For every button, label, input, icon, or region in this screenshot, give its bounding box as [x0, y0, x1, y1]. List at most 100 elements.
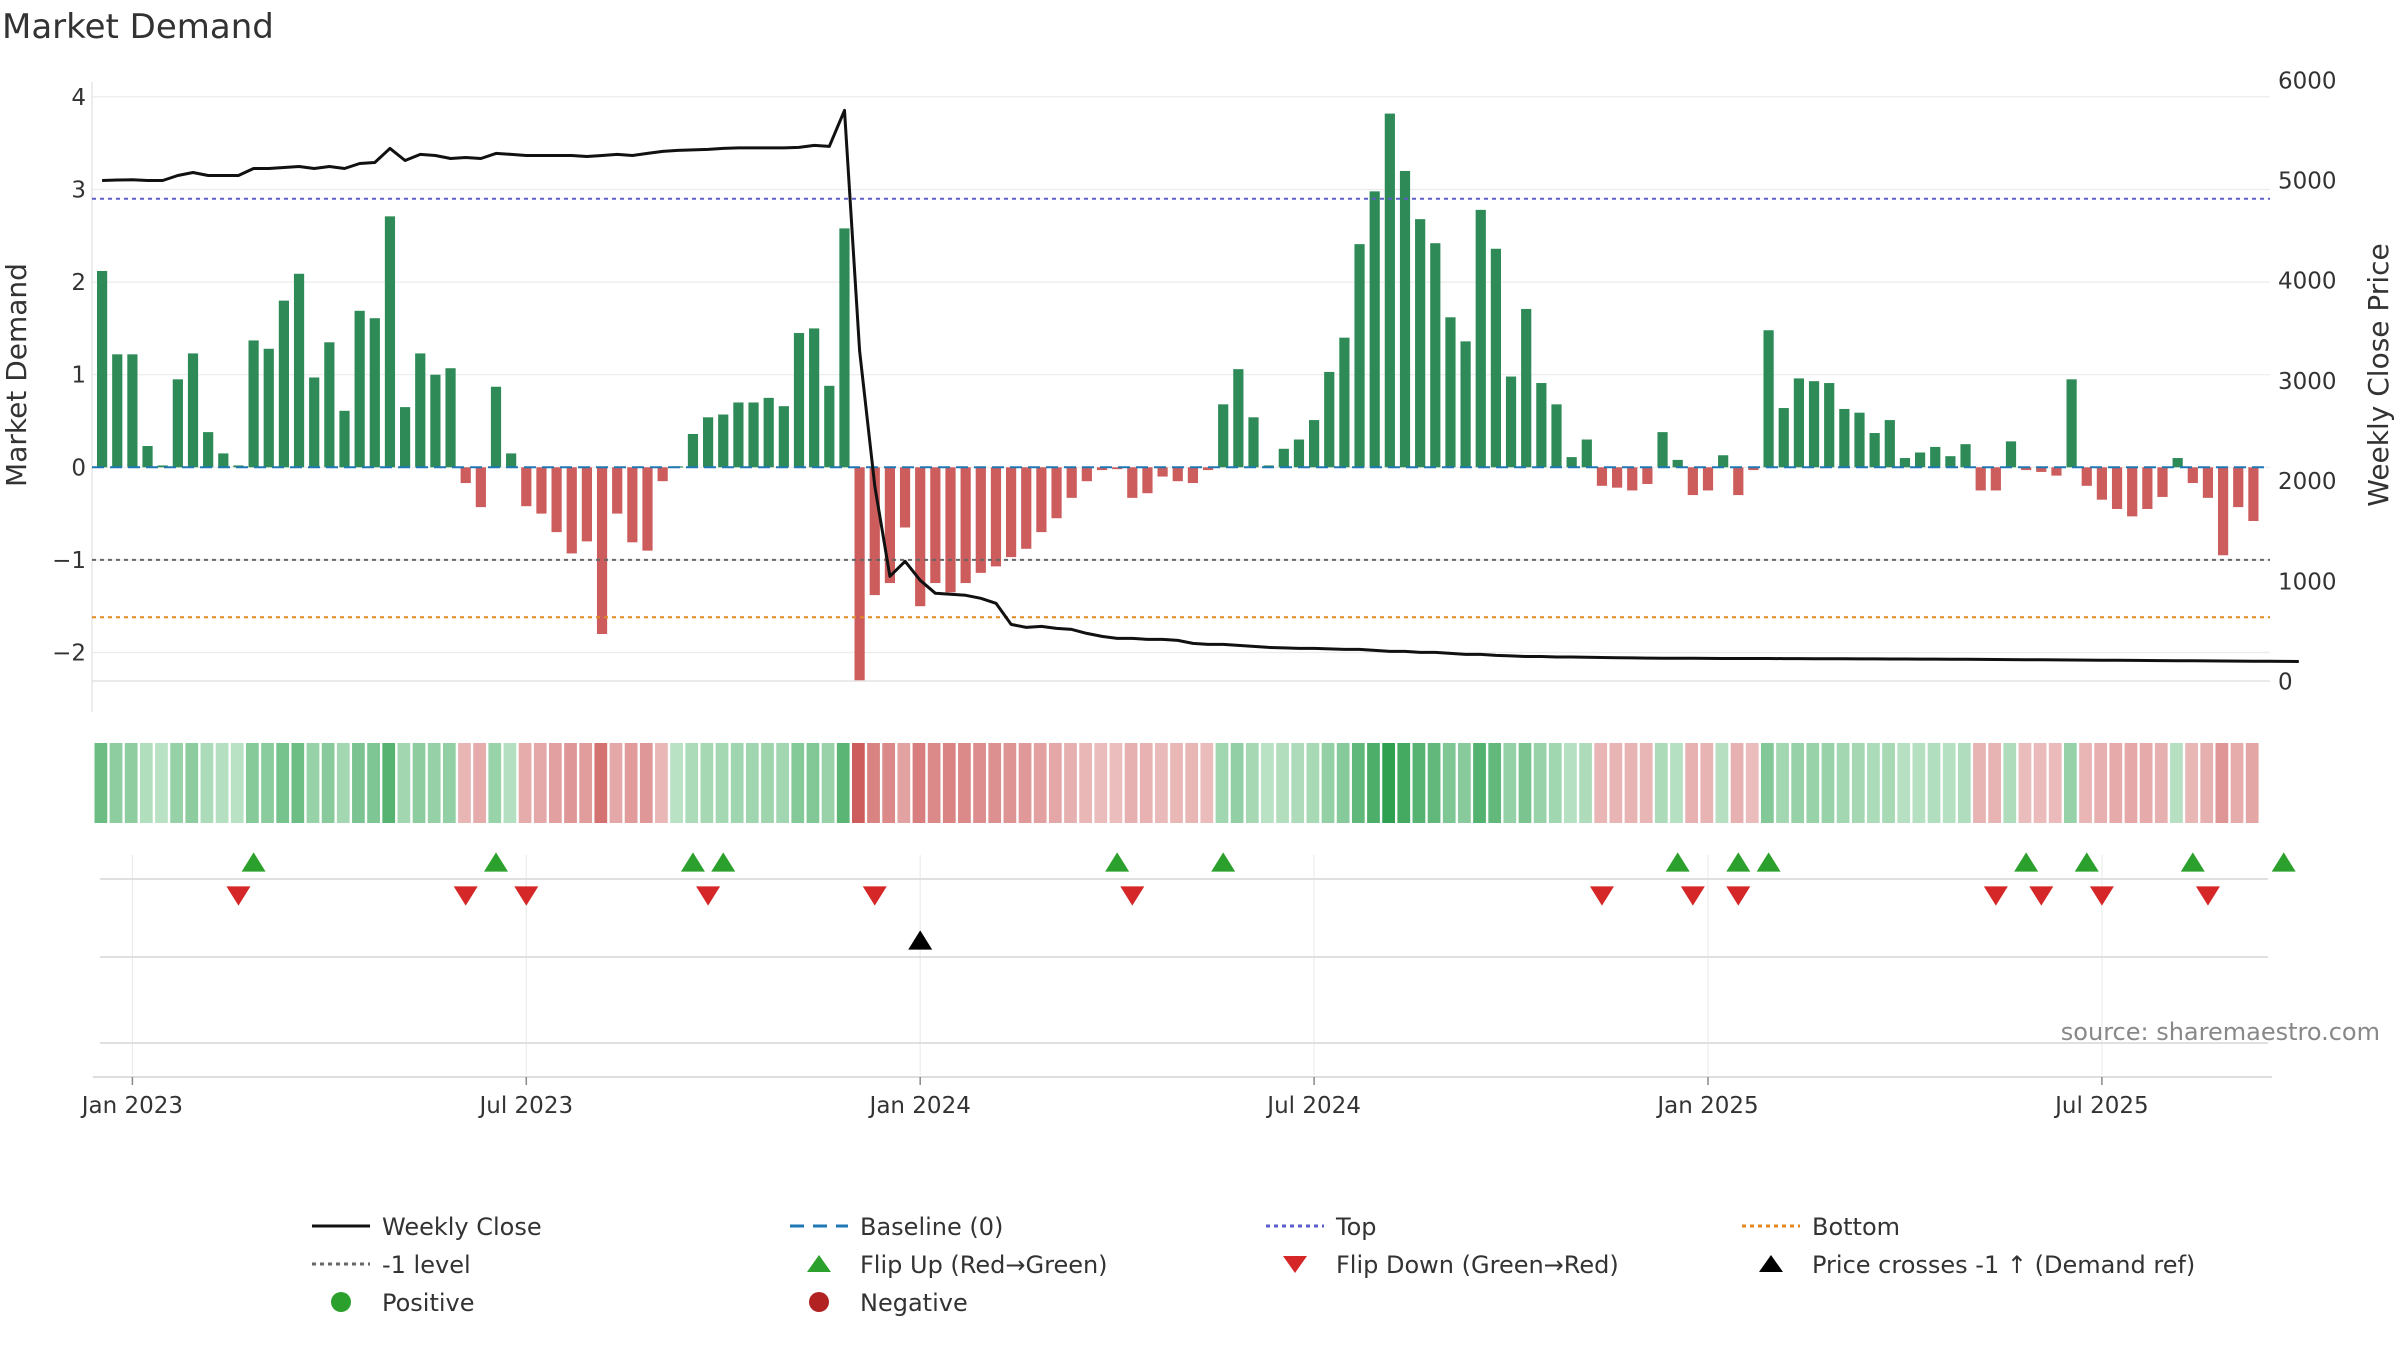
y-tick-right: 0	[2278, 670, 2293, 696]
demand-bar	[2021, 467, 2032, 471]
demand-bar	[1278, 448, 1289, 468]
heat-cell	[246, 743, 259, 823]
heat-cell	[170, 743, 183, 823]
heat-cell	[1064, 743, 1077, 823]
demand-bar	[309, 377, 320, 468]
y-tick-right: 4000	[2278, 269, 2337, 295]
demand-bar	[642, 467, 653, 551]
legend-symbol-cross	[1759, 1255, 1783, 1272]
demand-bar	[551, 467, 562, 533]
heat-cell	[1624, 743, 1638, 823]
heat-cell	[1185, 743, 1199, 823]
flip-down-marker	[226, 886, 251, 906]
heat-cell	[261, 743, 274, 823]
demand-bar	[172, 379, 183, 468]
flip-down-marker	[862, 886, 887, 906]
heat-cell	[367, 743, 380, 823]
heat-cell	[1109, 743, 1123, 823]
legend-cross	[1759, 1255, 1783, 1272]
demand-bar	[960, 467, 971, 584]
heat-cell	[1745, 743, 1759, 823]
heat-cell	[2048, 743, 2062, 823]
demand-bar	[596, 467, 608, 634]
heat-cell	[185, 743, 199, 823]
x-tick-label: Jul 2023	[477, 1093, 573, 1119]
heat-cell	[473, 743, 486, 823]
demand-bar	[1202, 467, 1214, 471]
legend-symbol-positive	[331, 1292, 351, 1312]
demand-bar	[2233, 467, 2244, 508]
heat-cell	[1139, 743, 1153, 823]
heat-cell	[1564, 743, 1577, 823]
legend-label-bottom: Bottom	[1812, 1213, 1900, 1241]
demand-bar	[1824, 383, 1835, 468]
legend-symbol-flip_up	[807, 1255, 831, 1272]
y-tick-right: 5000	[2278, 169, 2337, 195]
reference-lines	[92, 197, 2270, 619]
legend-symbol-negative	[809, 1292, 829, 1312]
demand-bar	[1218, 404, 1229, 468]
demand-bar	[990, 467, 1002, 567]
flip-down-marker	[514, 886, 539, 906]
demand-bar	[1172, 467, 1183, 482]
demand-bar	[1960, 444, 1971, 468]
demand-bar	[612, 467, 623, 514]
demand-bar	[2142, 467, 2153, 509]
demand-bar	[778, 406, 789, 468]
heat-cell	[1579, 743, 1592, 823]
heat-cell	[2245, 743, 2259, 823]
y-tick-right: 1000	[2278, 569, 2337, 595]
demand-bar	[1808, 381, 1820, 468]
heat-cell	[1988, 743, 2001, 823]
demand-bar	[2036, 467, 2047, 472]
flip-up-marker	[1756, 852, 1781, 872]
demand-bar	[400, 407, 411, 468]
heat-cell	[927, 743, 941, 823]
demand-bar	[1354, 244, 1365, 468]
flip-down-marker	[1983, 886, 2008, 906]
demand-bar	[1415, 219, 1426, 468]
legend-label-top: Top	[1335, 1213, 1377, 1241]
heat-cell	[139, 743, 153, 823]
demand-bar	[763, 397, 774, 468]
heat-cell	[1973, 743, 1986, 823]
heat-cell	[1942, 743, 1956, 823]
demand-bar	[203, 432, 214, 468]
heat-cell	[1882, 743, 1895, 823]
heat-cell	[1094, 743, 1108, 823]
legend: Weekly Close Baseline (0) Top Bottom -1 leve…	[312, 1213, 2195, 1317]
flip-down-marker	[1726, 886, 1751, 906]
demand-bars	[97, 113, 2259, 681]
demand-bar	[1066, 467, 1077, 498]
demand-bar	[1505, 376, 1517, 468]
heat-cell	[897, 743, 911, 823]
x-tick-label: Jan 2024	[868, 1093, 971, 1119]
demand-bar	[1596, 467, 1608, 486]
demand-bar	[112, 354, 123, 468]
demand-bar	[142, 446, 153, 468]
heat-cell	[579, 743, 593, 823]
heat-cell	[882, 743, 896, 823]
heat-cell	[215, 743, 229, 823]
heat-cell	[2033, 743, 2047, 823]
heat-cell	[1730, 743, 1744, 823]
grid-layer	[91, 82, 2272, 1078]
demand-bar	[1051, 467, 1062, 519]
heat-cell	[336, 743, 350, 823]
demand-bar	[1248, 417, 1259, 468]
flip-up-marker	[484, 852, 508, 872]
demand-bar	[1127, 467, 1138, 498]
heat-cell	[1215, 743, 1229, 823]
demand-bar	[2248, 467, 2259, 522]
demand-bar	[506, 453, 517, 468]
heat-cell	[2215, 743, 2229, 823]
flip-up-marker	[2074, 852, 2099, 872]
heat-cell	[2230, 743, 2244, 823]
demand-bar	[1430, 243, 1441, 468]
heat-cell	[1382, 743, 1395, 823]
flip-up-marker	[1211, 852, 1236, 872]
y-tick-left: 3	[71, 178, 86, 204]
flip-down-marker	[1120, 886, 1145, 906]
demand-heat-strip	[94, 743, 2259, 823]
demand-bar	[2096, 467, 2107, 500]
